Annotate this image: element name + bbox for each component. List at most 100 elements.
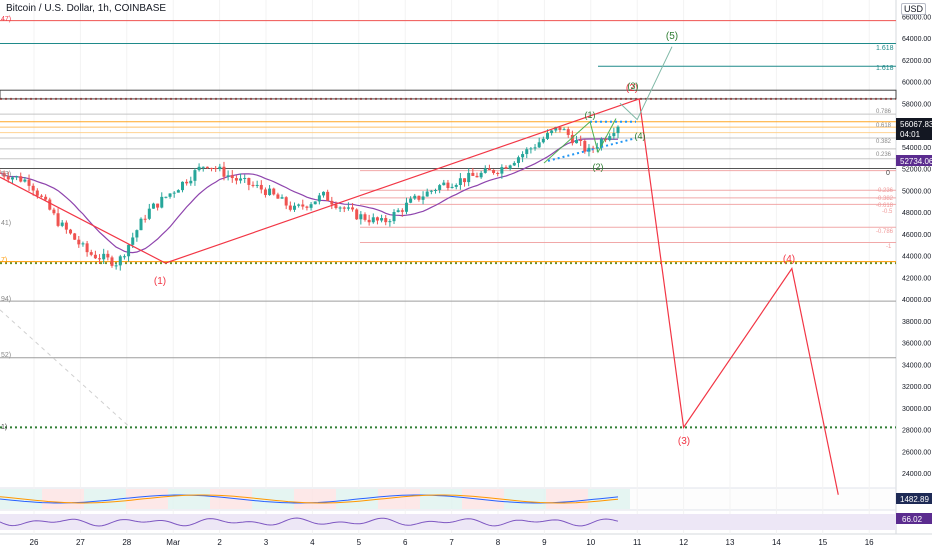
osc-background-bar — [91, 489, 98, 509]
x-tick-label: 27 — [76, 538, 85, 547]
candle-body — [93, 254, 97, 259]
osc-background-bar — [581, 489, 588, 509]
y-tick-label: 58000.00 — [902, 101, 931, 108]
candle-body — [579, 139, 583, 141]
osc-background-bar — [266, 489, 273, 509]
osc-background-bar — [7, 489, 14, 509]
candle-body — [429, 190, 433, 192]
x-tick-label: 7 — [449, 538, 454, 547]
candle-body — [392, 212, 396, 222]
osc-background-bar — [385, 489, 392, 509]
rsi-value: 66.02 — [902, 515, 923, 524]
candle-body — [243, 178, 247, 180]
osc-background-bar — [168, 489, 175, 509]
sub-wave-line[interactable] — [543, 118, 617, 164]
candle-body — [284, 197, 288, 206]
candle-body — [330, 200, 334, 205]
osc-background-bar — [35, 489, 42, 509]
wave-projection-line[interactable] — [0, 98, 839, 495]
ma-price-badge — [896, 155, 932, 166]
osc-background-bar — [490, 489, 497, 509]
candle-body — [363, 214, 367, 220]
candle-body — [533, 147, 537, 149]
candle-body — [612, 133, 616, 137]
rsi-band — [0, 514, 896, 530]
candle-body — [375, 217, 379, 221]
candle-body — [599, 139, 603, 148]
candle-body — [371, 217, 375, 223]
sub-wave-1-label: (1) — [585, 110, 596, 120]
candle-body — [351, 207, 355, 210]
candle-body — [504, 167, 508, 169]
x-tick-label: Mar — [166, 538, 180, 547]
osc-background-bar — [574, 489, 581, 509]
candle-body — [322, 191, 326, 196]
candle-body — [89, 252, 93, 255]
osc-background-bar — [455, 489, 462, 509]
candle-body — [438, 185, 442, 190]
candle-body — [263, 189, 267, 196]
osc-background-bar — [336, 489, 343, 509]
candle-body — [359, 214, 363, 220]
osc-background-bar — [434, 489, 441, 509]
fib-label: 0.618 — [876, 123, 892, 129]
osc-background-bar — [609, 489, 616, 509]
candle-body — [496, 172, 500, 174]
x-tick-label: 11 — [633, 538, 642, 547]
osc-background-bar — [42, 489, 49, 509]
candle-body — [110, 257, 114, 266]
candle-body — [450, 186, 454, 189]
osc-background-bar — [392, 489, 399, 509]
candle-body — [500, 167, 504, 174]
candle-body — [268, 188, 272, 196]
osc-line-slow — [0, 494, 619, 504]
green-projection-line[interactable] — [619, 46, 673, 121]
sub-wave-2-label: (2) — [593, 162, 604, 172]
candle-body — [197, 166, 201, 171]
wave-3-label: (3) — [678, 436, 690, 447]
osc-background-bar — [84, 489, 91, 509]
candle-body — [562, 129, 566, 131]
osc-background-bar — [532, 489, 539, 509]
candle-body — [454, 185, 458, 187]
osc-background-bar — [147, 489, 154, 509]
fib-label: 1.618 — [876, 65, 894, 72]
rsi-badge — [896, 513, 932, 524]
candle-body — [425, 191, 429, 197]
fib-label: 0.786 — [876, 109, 892, 115]
osc-background-bar — [301, 489, 308, 509]
candle-body — [604, 139, 608, 141]
candle-body — [355, 209, 359, 220]
candle-body — [272, 188, 276, 195]
candle-body — [413, 195, 417, 199]
osc-background-bar — [161, 489, 168, 509]
candle-body — [305, 206, 309, 208]
osc-background-bar — [546, 489, 553, 509]
candle-body — [77, 239, 81, 245]
candle-body — [545, 133, 549, 139]
candle-body — [168, 193, 172, 197]
osc-background-bar — [469, 489, 476, 509]
y-tick-label: 40000.00 — [902, 297, 931, 304]
candle-body — [15, 176, 19, 178]
trend-guide[interactable] — [0, 309, 131, 428]
moving-average-line[interactable] — [0, 138, 619, 254]
osc-background-bar — [308, 489, 315, 509]
x-tick-label: 26 — [30, 538, 39, 547]
candle-body — [239, 178, 243, 181]
y-tick-label: 46000.00 — [902, 232, 931, 239]
range-box[interactable] — [0, 89, 897, 100]
candle-body — [205, 166, 209, 168]
channel-line[interactable] — [547, 137, 637, 162]
candle-body — [492, 169, 496, 173]
level-label: 1) — [1, 424, 7, 431]
candle-body — [52, 209, 56, 214]
candle-body — [442, 182, 446, 186]
candle-body — [10, 177, 14, 180]
osc-background-bar — [294, 489, 301, 509]
currency-button[interactable]: USD — [900, 3, 926, 15]
fib-label: 0 — [886, 170, 890, 177]
level-label: 94) — [1, 296, 11, 303]
